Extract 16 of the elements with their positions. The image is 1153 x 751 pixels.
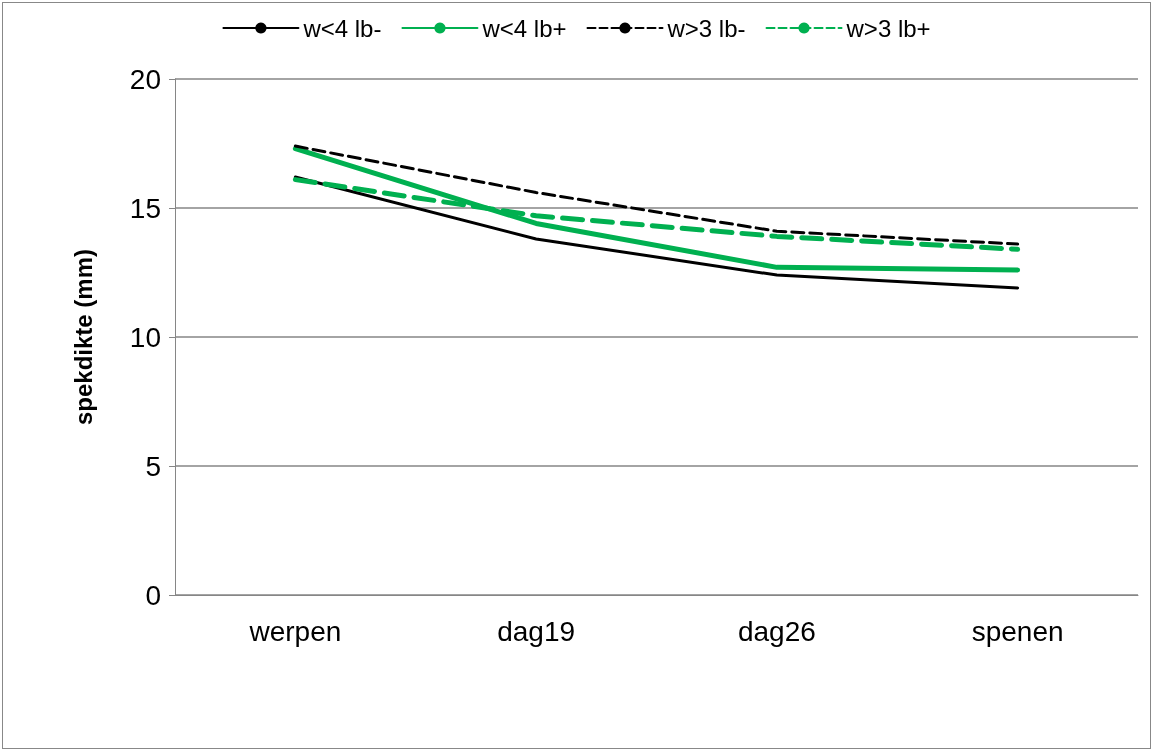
- legend-label: w<4 lb+: [481, 14, 567, 42]
- x-tick-label: dag26: [737, 615, 816, 647]
- legend-label: w<4 lb-: [302, 14, 382, 42]
- legend-label: w>3 lb+: [845, 14, 931, 42]
- y-tick-label: 5: [145, 450, 161, 482]
- y-tick-label: 15: [129, 192, 161, 224]
- line-series: [293, 175, 1020, 290]
- y-tick-label: 0: [145, 579, 161, 611]
- y-tick-label: 10: [129, 321, 161, 353]
- x-tick-label: spenen: [971, 615, 1064, 647]
- x-tick-label: werpen: [248, 615, 342, 647]
- y-axis-title: spekdikte (mm): [69, 248, 97, 426]
- y-tick-label: 20: [129, 63, 161, 95]
- line-series: [293, 144, 1020, 246]
- legend-label: w>3 lb-: [666, 14, 746, 42]
- x-tick-label: dag19: [497, 615, 576, 647]
